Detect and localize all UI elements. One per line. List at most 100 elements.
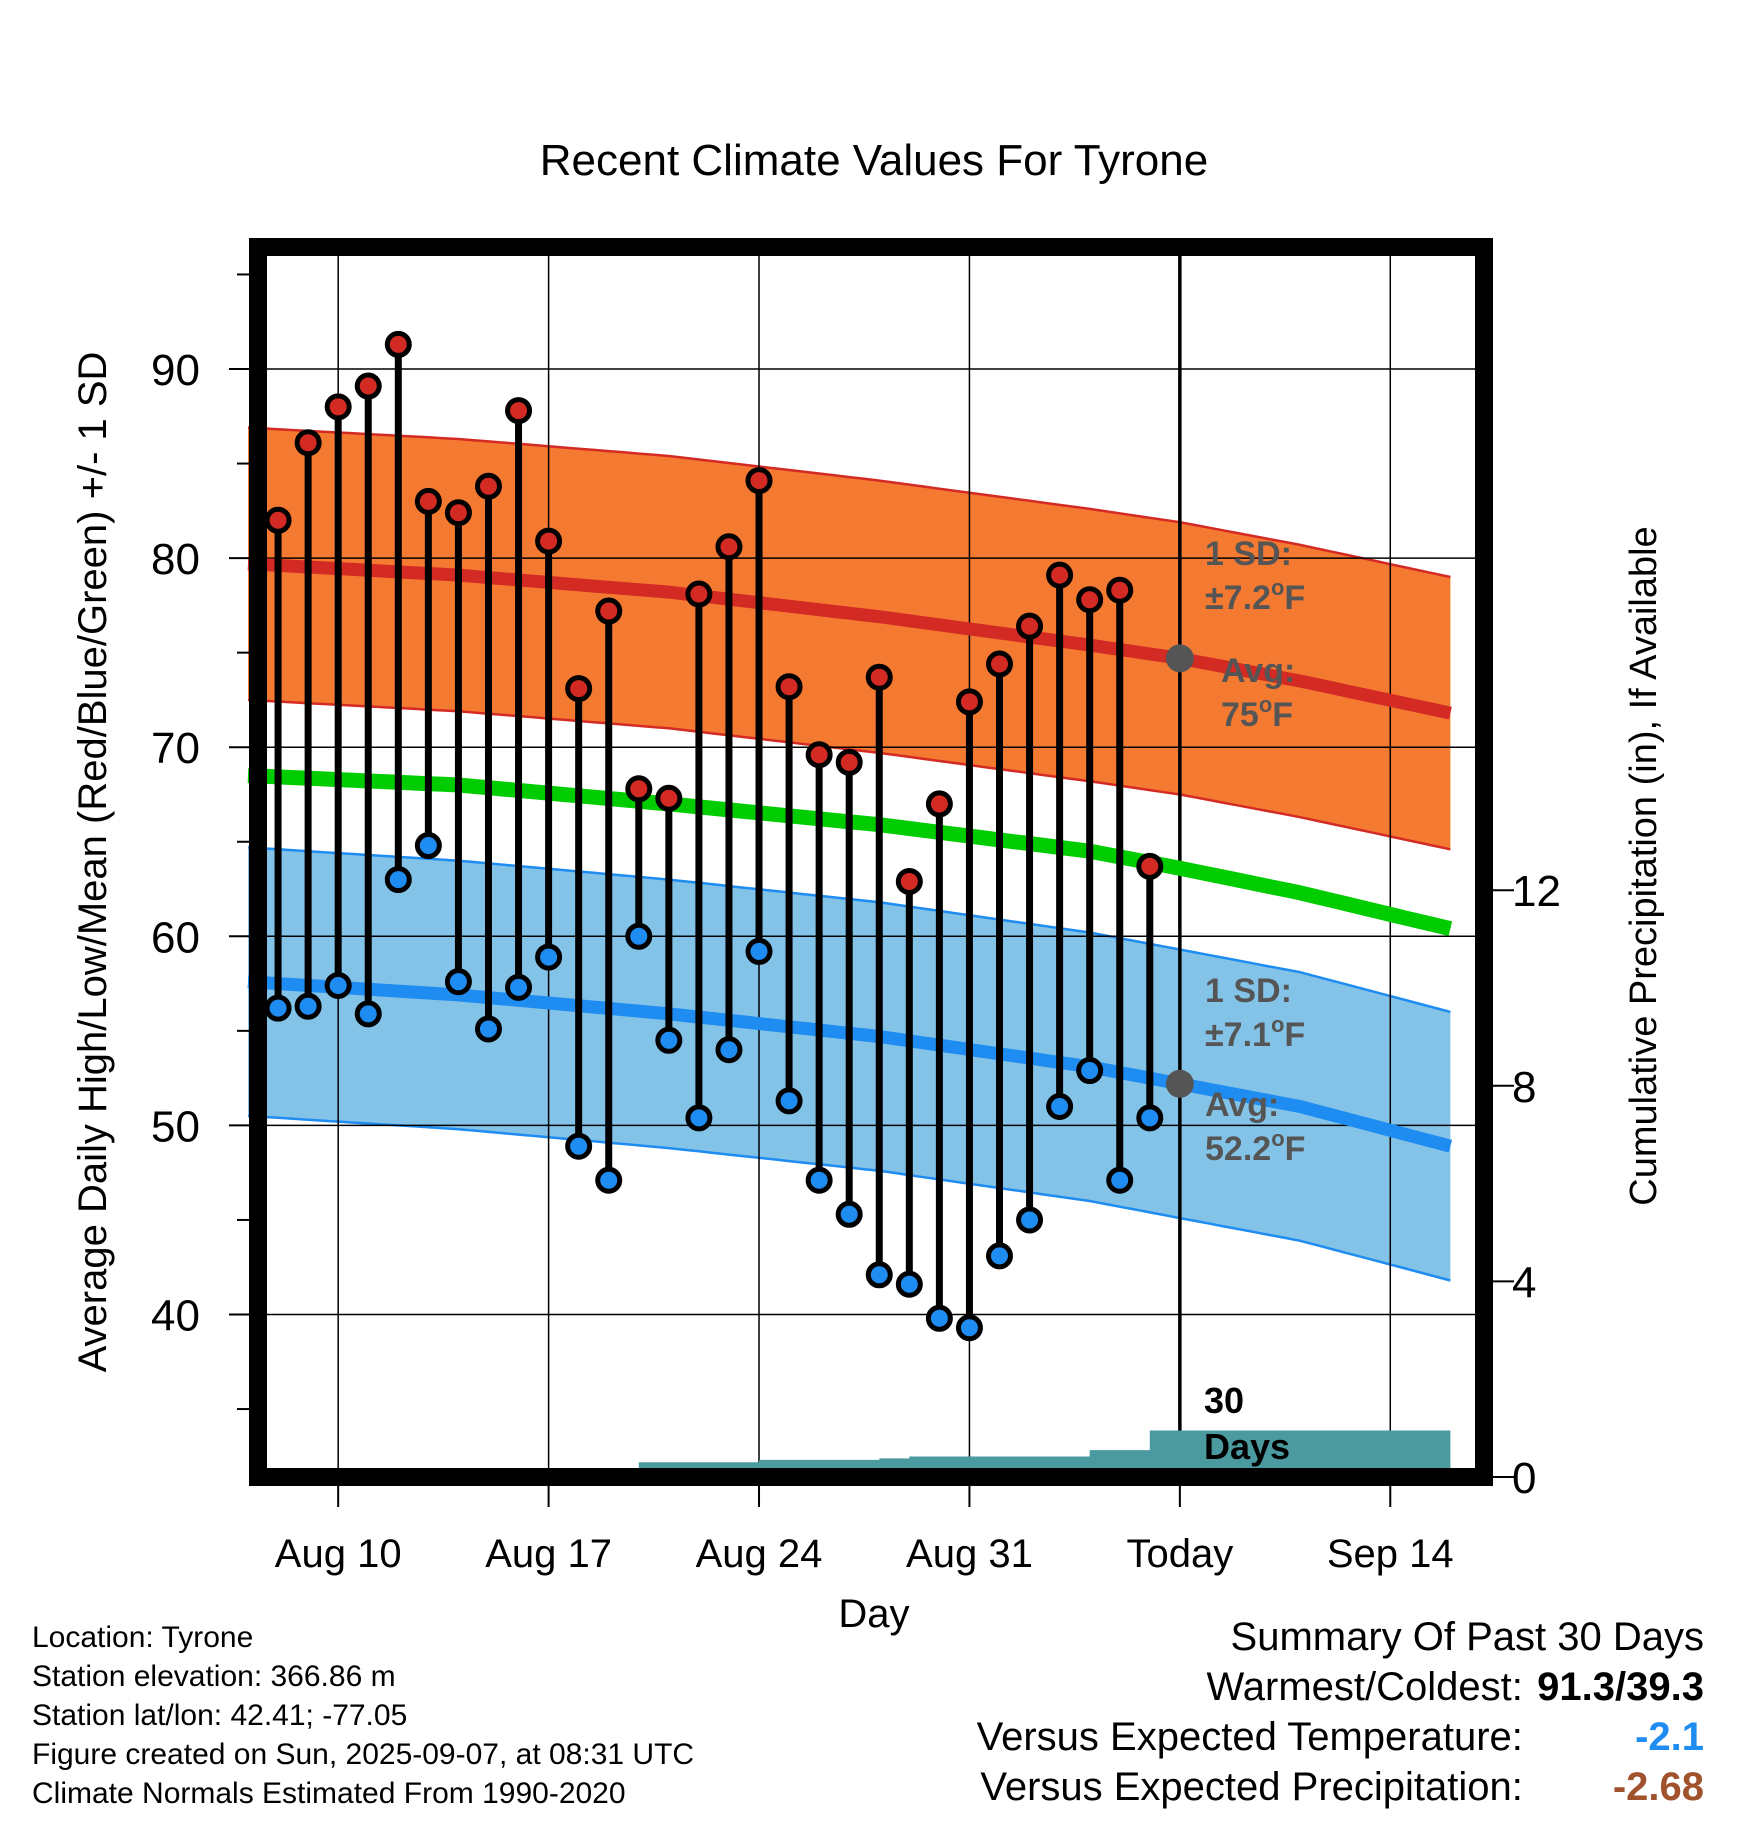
- daily-low-dot: [1136, 1104, 1164, 1132]
- daily-high-dot: [925, 790, 953, 818]
- x-tick-label: Aug 31: [906, 1532, 1033, 1576]
- daily-low-dot: [294, 992, 322, 1020]
- daily-low-dot: [1046, 1092, 1074, 1120]
- axes: Recent Climate Values For Tyrone40506070…: [71, 136, 1665, 1636]
- precip-label: Versus Expected Precipitation:: [980, 1765, 1523, 1809]
- daily-high-dot: [354, 372, 382, 400]
- daily-high-dot: [384, 330, 412, 358]
- daily-high-dot: [745, 467, 773, 495]
- today-low-marker: [1165, 1069, 1194, 1098]
- daily-high-dot: [895, 867, 923, 895]
- y-tick-label: 50: [151, 1102, 200, 1151]
- low-avg-label: Avg:: [1205, 1086, 1279, 1124]
- y-tick-label: 80: [151, 535, 200, 584]
- daily-low-dot: [775, 1087, 803, 1115]
- low-sd-label: 1 SD:: [1205, 972, 1292, 1010]
- daily-low-dot: [986, 1242, 1013, 1270]
- y-tick-label: 40: [151, 1292, 200, 1341]
- summary-temp-row: Versus Expected Temperature: -2.1: [977, 1712, 1704, 1762]
- daily-low-dot: [354, 1000, 382, 1028]
- elevation-text: Station elevation: 366.86 m: [32, 1660, 396, 1693]
- days-word-label: Days: [1204, 1426, 1290, 1467]
- daily-low-dot: [505, 973, 533, 1001]
- y-tick-label: 70: [151, 724, 200, 773]
- high-sd-label: 1 SD:: [1205, 535, 1292, 573]
- daily-dots: [264, 330, 1164, 1342]
- days-count-label: 30: [1204, 1380, 1244, 1421]
- high-sd-upper-edge: [247, 426, 1451, 579]
- daily-high-dot: [1046, 561, 1074, 589]
- daily-low-dot: [565, 1132, 593, 1160]
- daily-low-dot: [745, 937, 773, 965]
- daily-low-dot: [535, 943, 563, 971]
- daily-low-dot: [1076, 1057, 1104, 1085]
- daily-high-dot: [1016, 612, 1044, 640]
- daily-high-dot: [414, 487, 442, 515]
- daily-low-dot: [655, 1026, 683, 1054]
- warmest-value: 91.3/39.3: [1537, 1665, 1704, 1709]
- normals-text: Climate Normals Estimated From 1990-2020: [32, 1777, 626, 1810]
- created-text: Figure created on Sun, 2025-09-07, at 08…: [32, 1738, 695, 1771]
- y-axis-label: Average Daily High/Low/Mean (Red/Blue/Gr…: [71, 352, 115, 1373]
- cumulative-precip-area: [608, 1430, 1451, 1477]
- x-axis-label: Day: [838, 1592, 909, 1636]
- daily-high-dot: [685, 580, 713, 608]
- summary-panel: Summary Of Past 30 Days Warmest/Coldest:…: [977, 1612, 1704, 1812]
- precip-area: [608, 1430, 1451, 1477]
- daily-high-dot: [1106, 576, 1134, 604]
- daily-high-dot: [1076, 586, 1104, 614]
- daily-stems: [274, 344, 1154, 1328]
- daily-high-dot: [595, 597, 623, 625]
- temp-value: -2.1: [1635, 1715, 1704, 1759]
- y2-tick-label: 12: [1512, 867, 1561, 916]
- summary-warmest-row: Warmest/Coldest: 91.3/39.3: [977, 1662, 1705, 1712]
- daily-high-dot: [474, 472, 502, 500]
- x-tick-label: Today: [1126, 1532, 1233, 1576]
- plot-border: [249, 238, 1493, 1486]
- daily-high-dot: [1136, 852, 1164, 880]
- daily-high-dot: [625, 775, 653, 803]
- daily-low-dot: [444, 968, 472, 996]
- daily-low-dot: [895, 1270, 923, 1298]
- daily-high-dot: [294, 429, 322, 457]
- daily-low-dot: [715, 1036, 743, 1064]
- daily-low-dot: [835, 1200, 863, 1228]
- daily-low-dot: [384, 866, 412, 894]
- daily-high-dot: [535, 527, 563, 555]
- daily-high-dot: [715, 533, 743, 561]
- daily-low-dot: [955, 1314, 983, 1342]
- high-avg-value: 75oF: [1221, 692, 1293, 734]
- daily-high-dot: [264, 506, 292, 534]
- daily-low-dot: [865, 1261, 893, 1289]
- daily-high-dot: [805, 741, 833, 769]
- summary-title: Summary Of Past 30 Days: [1230, 1615, 1704, 1659]
- x-tick-label: Aug 24: [696, 1532, 823, 1576]
- temp-label: Versus Expected Temperature:: [976, 1715, 1523, 1759]
- plot-frame: [249, 238, 1493, 1486]
- daily-low-dot: [264, 994, 292, 1022]
- high-avg-label: Avg:: [1221, 652, 1295, 690]
- daily-high-dot: [505, 397, 533, 425]
- daily-low-dot: [685, 1104, 713, 1132]
- daily-low-dot: [414, 832, 442, 860]
- daily-high-dot: [955, 688, 983, 716]
- x-tick-label: Sep 14: [1327, 1532, 1454, 1576]
- daily-low-dot: [1106, 1166, 1134, 1194]
- daily-high-dot: [865, 663, 893, 691]
- daily-low-dot: [1016, 1206, 1044, 1234]
- daily-high-dot: [444, 499, 472, 527]
- y-tick-label: 90: [151, 346, 200, 395]
- daily-low-dot: [625, 922, 653, 950]
- location-text: Location: Tyrone: [32, 1621, 254, 1654]
- y2-axis-label: Cumulative Precipitation (in), If Availa…: [1623, 526, 1665, 1205]
- daily-high-dot: [655, 784, 683, 812]
- station-info: Location: Tyrone Station elevation: 366.…: [32, 1618, 694, 1813]
- y2-tick-label: 0: [1512, 1454, 1536, 1503]
- precip-value: -2.68: [1612, 1765, 1704, 1809]
- daily-high-dot: [775, 673, 803, 701]
- daily-low-dot: [324, 971, 352, 999]
- x-tick-label: Aug 10: [275, 1532, 402, 1576]
- y2-tick-label: 4: [1512, 1258, 1536, 1307]
- daily-low-dot: [805, 1166, 833, 1194]
